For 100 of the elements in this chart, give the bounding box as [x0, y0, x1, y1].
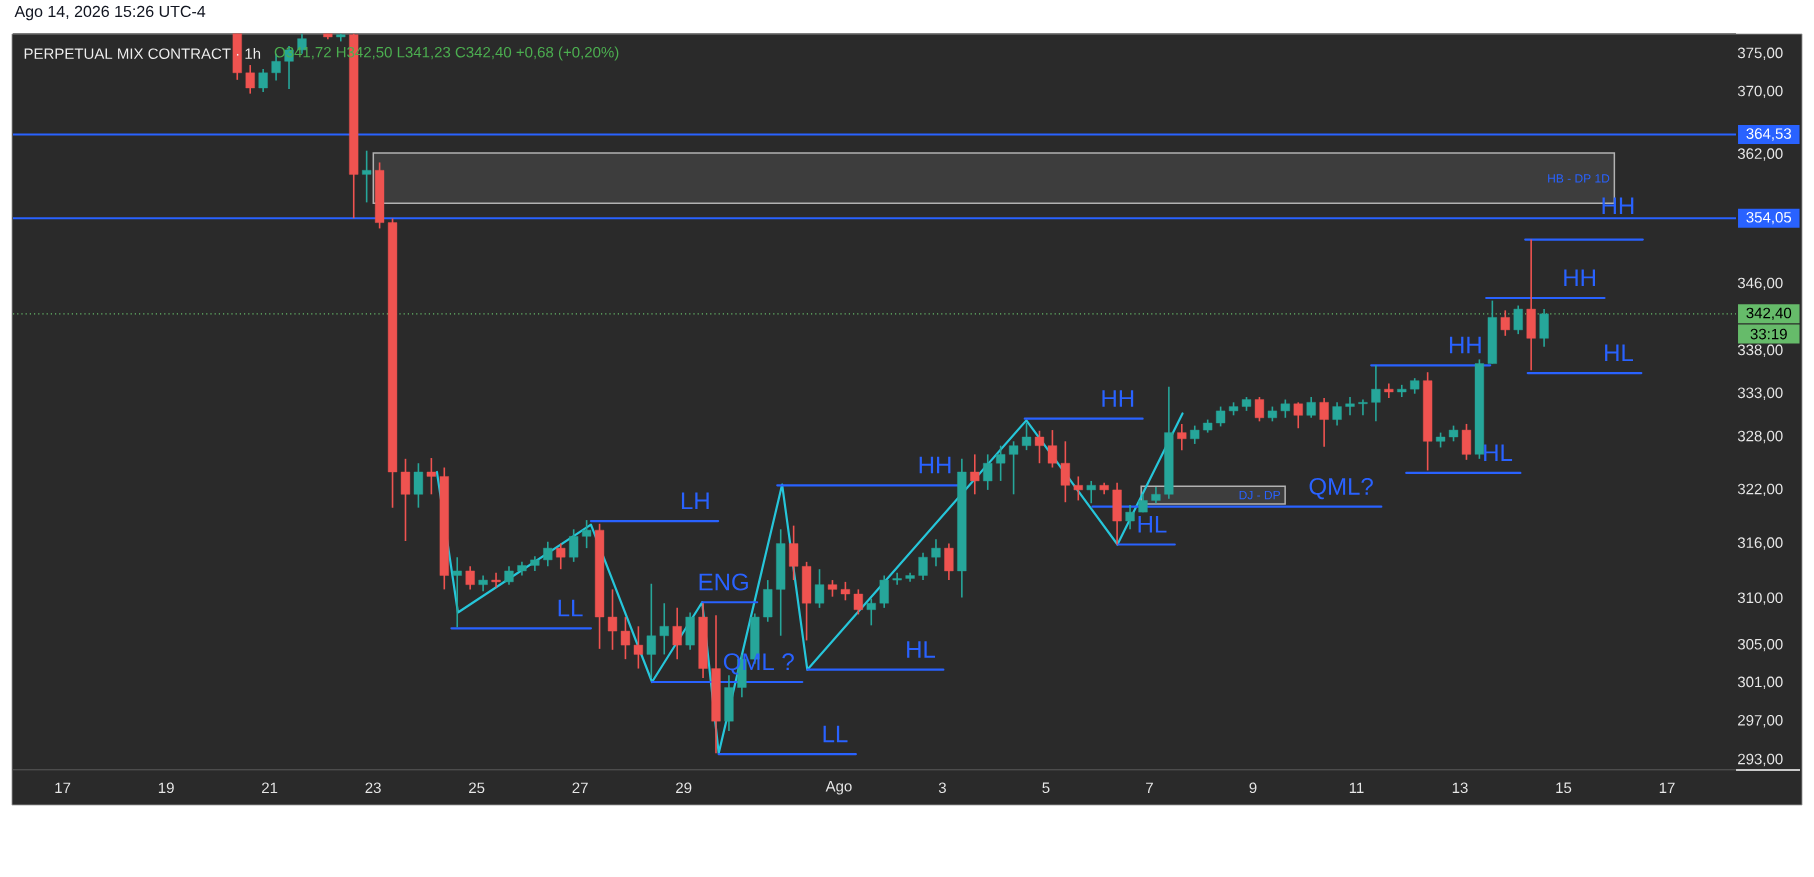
- candlestick: [983, 453, 993, 491]
- candlestick: [840, 581, 850, 602]
- candlestick: [1086, 480, 1096, 505]
- x-tick-label: 19: [158, 782, 174, 794]
- candlestick: [1047, 429, 1058, 469]
- annotation: HB - DP 1D: [1548, 174, 1610, 183]
- series-label: HH: [1602, 197, 1634, 215]
- series-label: LL: [823, 725, 848, 743]
- candlestick: [1293, 401, 1303, 430]
- series-label: HH: [919, 456, 951, 474]
- series-label: HH: [1564, 269, 1596, 286]
- text: 33:19: [1750, 328, 1787, 340]
- series-label: HL: [1138, 516, 1167, 533]
- series-label: QML?: [1309, 477, 1373, 500]
- candlestick: [814, 568, 825, 609]
- series-label: HL: [907, 641, 936, 658]
- x-tick-label: Ago: [825, 781, 852, 795]
- candlestick: [400, 458, 411, 542]
- candlestick: [465, 565, 475, 591]
- candlestick: [633, 625, 643, 670]
- series-label: LL: [558, 599, 583, 617]
- candlestick: [426, 457, 436, 496]
- candlestick: [543, 540, 553, 568]
- candlestick: [879, 574, 889, 609]
- x-tick-label: 5: [1042, 782, 1050, 794]
- text: Ago 14, 2026 15:26 UTC-4: [14, 5, 206, 21]
- y-tick-label: 297,00: [1738, 715, 1783, 728]
- candlestick: [1280, 398, 1290, 419]
- candlestick: [1190, 424, 1200, 445]
- candlestick: [491, 572, 501, 589]
- candlestick: [853, 588, 863, 616]
- candlestick: [866, 597, 876, 627]
- candlestick: [1500, 309, 1510, 337]
- y-tick-label: 301,00: [1737, 676, 1783, 689]
- x-tick-label: 15: [1556, 782, 1572, 794]
- y-tick-label: 370,00: [1737, 85, 1783, 99]
- x-tick-label: 3: [938, 782, 946, 794]
- candlestick: [672, 607, 682, 660]
- text: PERPETUAL MIX CONTRACT · 1h: [24, 47, 261, 60]
- y-tick-label: 338,00: [1737, 344, 1783, 358]
- y-tick-label: 322,00: [1737, 483, 1783, 497]
- series-label: HH: [1102, 390, 1134, 407]
- candlestick: [1371, 364, 1381, 423]
- candlestick: [1513, 304, 1523, 335]
- candlestick: [892, 572, 902, 586]
- candlestick: [362, 149, 372, 204]
- y-tick-label: 310,00: [1737, 592, 1783, 605]
- series-label: HL: [1605, 344, 1634, 362]
- candlestick: [1073, 475, 1083, 502]
- candlestick: [1384, 382, 1394, 399]
- candlestick: [1034, 429, 1045, 465]
- y-tick-label: 346,00: [1737, 277, 1783, 291]
- series-label: HL: [1484, 444, 1513, 461]
- candlestick: [569, 528, 579, 563]
- candlestick: [1125, 504, 1135, 531]
- candlestick: [1021, 422, 1032, 451]
- candlestick: [918, 551, 928, 581]
- ref-line-label: 342,40: [1746, 307, 1792, 321]
- candlestick: [944, 542, 954, 581]
- x-tick-label: 7: [1146, 782, 1153, 793]
- y-tick-label: 328,00: [1737, 430, 1783, 444]
- candlestick: [1332, 401, 1342, 427]
- candlestick: [970, 453, 980, 496]
- candlestick: [1306, 396, 1316, 419]
- y-tick-label: 316,00: [1737, 537, 1783, 550]
- candlestick: [789, 524, 799, 581]
- y-tick-label: 362,00: [1737, 148, 1783, 161]
- y-tick-label: 305,00: [1737, 638, 1783, 652]
- candlestick: [1009, 440, 1019, 496]
- ref-line-label: 364,53: [1746, 128, 1792, 141]
- candlestick: [1319, 397, 1329, 448]
- series-label: ENG: [699, 573, 748, 591]
- series-label: LH: [681, 492, 709, 510]
- candlestick: [556, 542, 566, 570]
- x-tick-label: 21: [262, 782, 278, 794]
- candlestick: [413, 462, 424, 509]
- candlestick: [1216, 405, 1226, 428]
- candlestick: [620, 616, 631, 660]
- candlestick: [646, 582, 656, 679]
- candlestick: [1358, 398, 1368, 417]
- x-tick-label: 9: [1249, 782, 1257, 794]
- x-tick-label: 17: [1659, 782, 1675, 793]
- x-tick-label: 17: [55, 782, 71, 793]
- ref-line-label: 354,05: [1746, 211, 1792, 225]
- candlestick: [996, 444, 1006, 482]
- candlestick: [258, 68, 268, 93]
- candlestick: [931, 538, 941, 568]
- candlestick: [659, 602, 669, 656]
- x-tick-label: 23: [365, 782, 381, 794]
- series-label: HH: [1449, 336, 1481, 354]
- x-tick-label: 29: [676, 782, 692, 794]
- candlestick: [607, 588, 618, 651]
- x-tick-label: 11: [1349, 782, 1364, 793]
- y-tick-label: 293,00: [1738, 753, 1783, 767]
- y-tick-label: 333,00: [1737, 387, 1783, 400]
- x-tick-label: 13: [1452, 782, 1468, 794]
- annotation: DJ - DP: [1239, 490, 1280, 500]
- candlestick: [1177, 423, 1187, 451]
- candlestick: [245, 64, 255, 95]
- x-tick-label: 25: [469, 782, 485, 794]
